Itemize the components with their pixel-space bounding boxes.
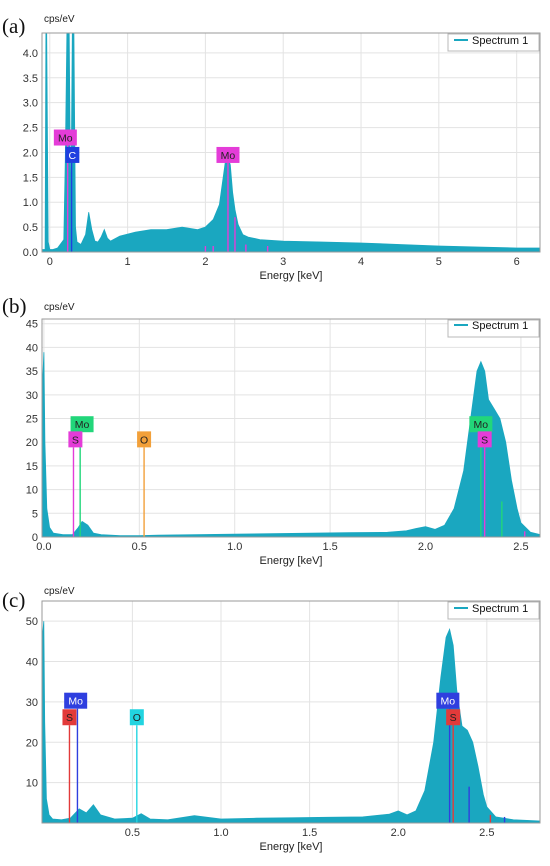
element-label: O [133, 712, 141, 724]
x-tick-label: 2.0 [391, 827, 406, 839]
element-label-box [216, 146, 240, 163]
element-label-box [446, 709, 461, 726]
y-axis-unit-label: cps/eV [44, 586, 75, 597]
x-tick-label: 5 [436, 256, 442, 268]
x-tick-label: 0.5 [132, 541, 147, 553]
x-tick-label: 1 [125, 256, 131, 268]
element-label-box [64, 692, 88, 709]
y-tick-label: 25 [26, 414, 38, 426]
x-tick-label: 1.0 [213, 827, 228, 839]
y-tick-label: 15 [26, 461, 38, 473]
element-label: S [450, 712, 457, 724]
legend-box [447, 319, 540, 338]
plot-frame [41, 32, 541, 253]
spectrum-area [41, 621, 541, 824]
element-label: S [481, 434, 488, 446]
y-tick-label: 45 [26, 319, 38, 331]
y-tick-label: 2.0 [23, 147, 38, 159]
x-tick-label: 0.0 [36, 541, 51, 553]
x-tick-label: 2.0 [418, 541, 433, 553]
y-axis-unit-label: cps/eV [44, 14, 75, 25]
element-label-box [70, 416, 94, 433]
plot-frame [41, 600, 541, 824]
panel-letter-c: (c) [2, 588, 26, 612]
y-tick-label: 30 [26, 697, 38, 709]
element-label: S [72, 434, 79, 446]
x-tick-label: 3 [280, 256, 286, 268]
y-tick-label: 1.5 [23, 172, 38, 184]
element-label: Mo [221, 150, 236, 162]
x-axis-label: Energy [keV] [260, 270, 323, 282]
y-tick-label: 1.0 [23, 197, 38, 209]
y-tick-label: 40 [26, 657, 38, 669]
panel-letter-b: (b) [2, 294, 27, 318]
spectrum-area [41, 352, 541, 538]
legend-box [447, 33, 540, 52]
element-label: Mo [474, 419, 489, 431]
x-tick-label: 2.5 [513, 541, 528, 553]
spectrum-chart-b: 0.0 0.5 1.0 1.5 2.0 2.5 0 5 10 15 20 25 30 35 40 45 Mo S O… [26, 302, 541, 567]
x-tick-label: 6 [514, 256, 520, 268]
x-tick-label: 0 [47, 256, 53, 268]
plot-frame [41, 318, 541, 538]
x-tick-label: 0.5 [125, 827, 140, 839]
legend-label: Spectrum 1 [472, 603, 528, 615]
element-label-box [477, 431, 492, 448]
x-tick-label: 1.0 [227, 541, 242, 553]
spectrum-chart-a: 0 1 2 3 4 5 6 0.0 0.5 1.0 1.5 2.0 2.5 3.0 3.5 4.0 Mo C Mo c… [23, 14, 541, 282]
element-label: S [66, 712, 73, 724]
element-label-box [129, 709, 144, 726]
y-tick-label: 5 [32, 508, 38, 520]
y-tick-label: 10 [26, 485, 38, 497]
legend-box [447, 601, 540, 620]
y-tick-label: 50 [26, 616, 38, 628]
legend-label: Spectrum 1 [472, 320, 528, 332]
y-tick-label: 40 [26, 342, 38, 354]
y-tick-label: 4.0 [23, 48, 38, 60]
y-tick-label: 30 [26, 390, 38, 402]
x-tick-label: 2.5 [479, 827, 494, 839]
element-label: C [69, 150, 77, 162]
element-label-box [65, 146, 80, 163]
element-label: Mo [68, 696, 83, 708]
element-label: O [140, 434, 148, 446]
y-axis-unit-label: cps/eV [44, 302, 75, 313]
y-tick-label: 35 [26, 366, 38, 378]
y-tick-label: 20 [26, 437, 38, 449]
element-label-box [53, 129, 77, 146]
element-label: Mo [441, 696, 456, 708]
x-axis-label: Energy [keV] [260, 841, 323, 853]
y-tick-label: 10 [26, 778, 38, 790]
element-label-box [68, 431, 83, 448]
y-tick-label: 0.5 [23, 222, 38, 234]
legend-label: Spectrum 1 [472, 35, 528, 47]
spectrum-area [41, 32, 541, 253]
panel-letter-a: (a) [2, 14, 26, 38]
panel-a: 0 1 2 3 4 5 6 0.0 0.5 1.0 1.5 2.0 2.5 3.0 3.5 4.0 Mo C Mo c… [0, 0, 550, 290]
y-tick-label: 0.0 [23, 247, 38, 259]
x-tick-label: 4 [358, 256, 364, 268]
y-tick-label: 3.0 [23, 98, 38, 110]
x-axis-label: Energy [keV] [260, 555, 323, 567]
y-tick-label: 0 [32, 532, 38, 544]
x-tick-label: 1.5 [302, 827, 317, 839]
x-tick-label: 1.5 [322, 541, 337, 553]
element-label-box [62, 709, 77, 726]
element-label-box [436, 692, 460, 709]
y-tick-label: 2.5 [23, 123, 38, 135]
element-label: Mo [58, 133, 73, 145]
element-label-box [137, 431, 152, 448]
plot-area [41, 32, 541, 253]
y-tick-label: 20 [26, 737, 38, 749]
element-label-box [469, 416, 493, 433]
y-tick-label: 3.5 [23, 73, 38, 85]
x-tick-label: 2 [202, 256, 208, 268]
element-label: Mo [75, 419, 90, 431]
panel-b: 0.0 0.5 1.0 1.5 2.0 2.5 0 5 10 15 20 25 30 35 40 45 Mo S O… [0, 290, 550, 580]
